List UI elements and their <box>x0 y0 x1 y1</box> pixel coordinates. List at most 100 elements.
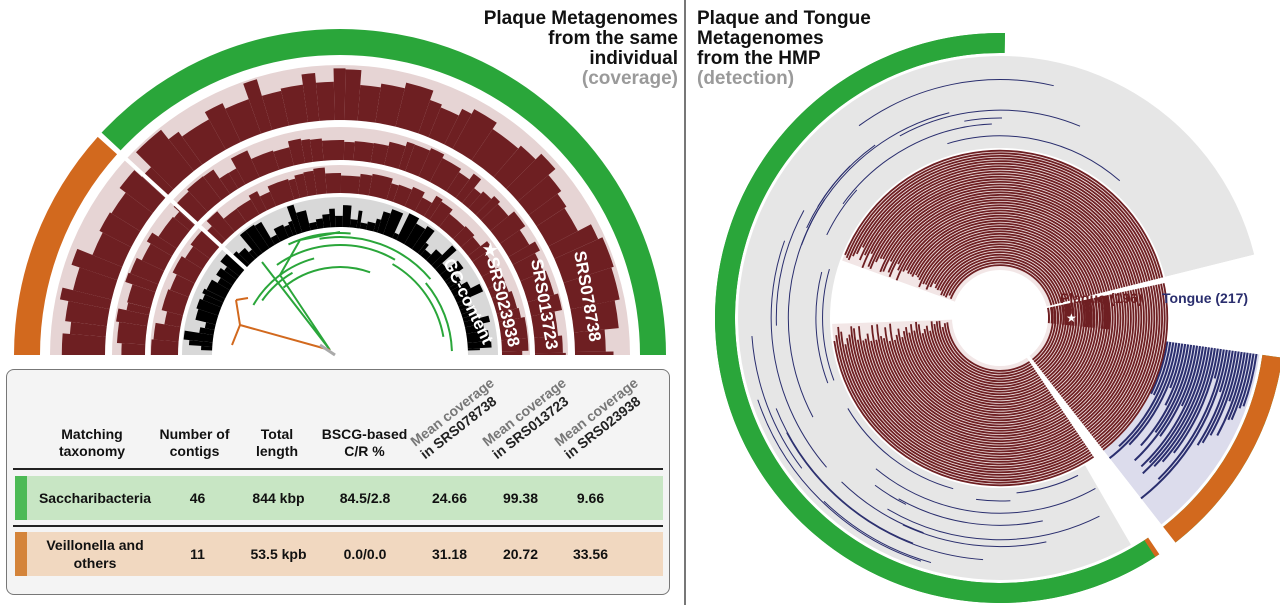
coverage-bar <box>313 167 327 195</box>
clade-arc <box>425 282 453 352</box>
coverage-bar <box>61 333 106 355</box>
coverage-bar <box>512 253 544 282</box>
coverage-bar <box>475 196 501 221</box>
gc-bar <box>195 309 219 325</box>
tongue-detection-arc <box>775 210 805 326</box>
tongue-detection-arc <box>823 500 932 564</box>
coverage-bar <box>280 84 309 126</box>
gc-bar <box>239 230 263 257</box>
coverage-bar <box>150 339 179 355</box>
header-length-line-1: Total <box>260 426 294 442</box>
veillonella-clade <box>231 297 331 351</box>
cell-cov2: 99.38 <box>502 490 539 506</box>
gc-bar <box>426 249 443 266</box>
tongue-detection-arc <box>826 189 858 236</box>
coverage-bar <box>251 150 280 178</box>
coverage-bar <box>446 172 470 199</box>
clade-arc <box>252 257 315 306</box>
coverage-bar <box>573 329 606 353</box>
coverage-bar <box>71 248 123 281</box>
left-title: Plaque Metagenomes from the same individ… <box>484 8 678 89</box>
gc-bar <box>462 313 480 323</box>
coverage-bar <box>563 267 620 310</box>
category-ring-saccharibacteria <box>101 29 667 355</box>
gc-bar <box>202 294 224 308</box>
coverage-bar <box>481 267 505 289</box>
gc-bar <box>283 224 294 238</box>
left-title-line-1: Plaque Metagenomes <box>484 8 678 29</box>
tongue-detection-arc <box>976 498 1011 502</box>
coverage-bar <box>173 191 208 226</box>
coverage-bar <box>116 308 150 327</box>
coverage-bar <box>73 267 118 300</box>
tongue-detection-arc <box>899 109 1081 137</box>
cell-cov3: 33.56 <box>572 546 609 562</box>
gc-bar <box>216 267 237 286</box>
coverage-bar <box>333 68 346 121</box>
plaque-cluster-bar <box>1070 302 1074 326</box>
header-length: Total length <box>242 426 312 460</box>
coverage-bar <box>429 201 453 227</box>
coverage-ring-srs078738-bars <box>59 68 620 355</box>
tongue-cluster-bar <box>1164 343 1187 406</box>
tongue-cluster-bar <box>1230 353 1252 421</box>
coverage-bar <box>453 226 475 248</box>
coverage-bar <box>99 212 141 248</box>
gc-bar <box>273 224 289 242</box>
coverage-bar <box>261 90 289 131</box>
cell-length: 844 kbp <box>252 490 305 506</box>
plaque-group-label: Plaque (196) <box>1060 290 1142 306</box>
gc-bar <box>431 245 457 270</box>
gc-bar <box>366 221 376 232</box>
tongue-detection-arc <box>815 271 829 384</box>
coverage-bar <box>493 145 536 189</box>
table-row-veillonella: Veillonella and others 11 53.5 kpb 0.0/0… <box>15 532 663 576</box>
coverage-bar <box>170 274 195 298</box>
cell-taxonomy: Veillonella and others <box>46 537 144 571</box>
coverage-bar <box>92 232 132 267</box>
coverage-bar <box>65 300 110 327</box>
tongue-cluster-bar <box>1218 350 1231 393</box>
coverage-bar <box>506 153 556 202</box>
coverage-bar <box>248 191 267 215</box>
tongue-detection-arc <box>887 508 1100 541</box>
gc-bar <box>315 218 324 229</box>
tongue-cluster-bar <box>1152 341 1172 396</box>
gc-bar <box>201 345 213 351</box>
coverage-bar <box>287 138 306 166</box>
clade-arc <box>261 271 294 302</box>
coverage-bar <box>325 172 342 194</box>
tongue-detection-arc <box>806 144 876 229</box>
coverage-bar <box>528 193 567 227</box>
coverage-bar <box>548 224 599 259</box>
coverage-bar <box>125 272 159 293</box>
right-subtitle: (detection) <box>697 68 794 89</box>
clade-trunk <box>261 231 341 351</box>
clade-arc <box>319 236 432 280</box>
coverage-bar <box>444 108 472 149</box>
gc-bar <box>435 263 448 276</box>
coverage-bar <box>398 141 415 172</box>
gc-bar <box>444 274 457 285</box>
left-dendrogram <box>231 231 453 357</box>
plaque-cluster-bar <box>1052 306 1057 324</box>
coverage-bar <box>340 175 361 195</box>
table-rule-top <box>13 468 663 470</box>
tongue-detection-arc <box>875 468 1096 514</box>
coverage-bar <box>393 184 412 207</box>
tongue-detection-arc <box>801 112 950 246</box>
coverage-bar <box>288 178 301 200</box>
plaque-cluster-bar <box>1102 295 1107 330</box>
plaque-cluster-bar <box>1079 300 1083 327</box>
gc-bar <box>206 279 230 299</box>
coverage-bar <box>126 302 151 315</box>
tongue-detection-lines <box>751 79 1121 564</box>
coverage-bar <box>428 107 459 145</box>
coverage-bar <box>500 229 530 257</box>
plaque-cluster-bar <box>1096 297 1101 329</box>
coverage-bar <box>182 119 226 165</box>
gap-bottom <box>1022 349 1185 567</box>
tongue-cluster-bar <box>1169 343 1184 389</box>
category-ring-veillonella <box>14 136 118 355</box>
plaque-cluster-bar <box>1105 295 1110 330</box>
